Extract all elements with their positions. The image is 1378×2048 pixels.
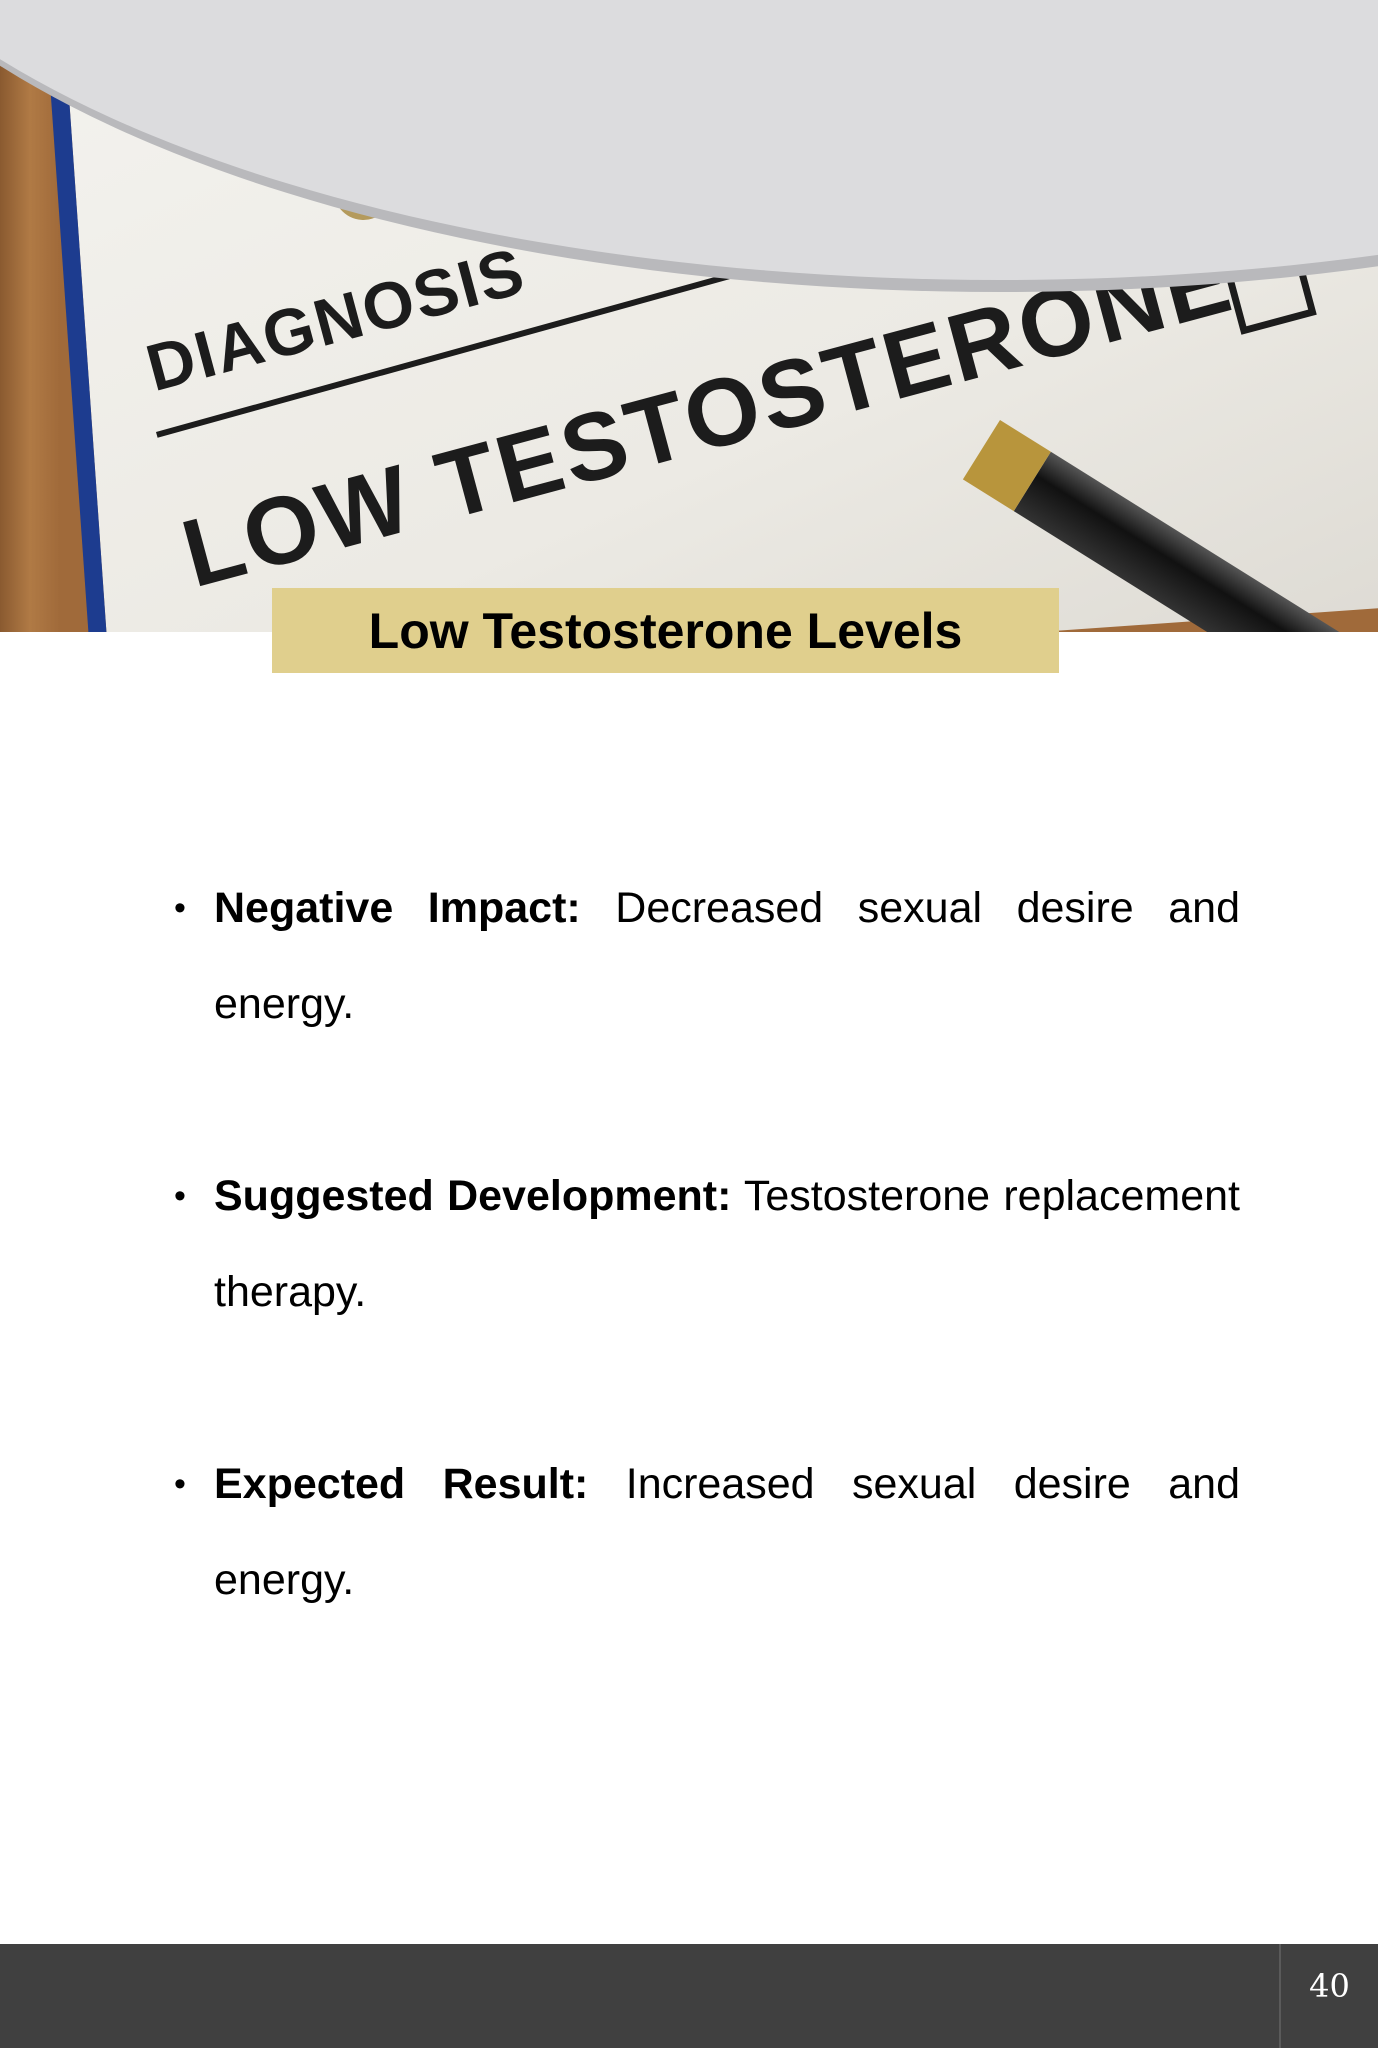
bullet-text: Increased sexual desire and energy. (214, 1460, 1240, 1604)
footer-divider (1279, 1944, 1281, 2048)
bullet-label: Negative Impact: (214, 884, 581, 932)
footer-bar: 40 (0, 1944, 1378, 2048)
bullet-text: Decreased sexual desire and energy. (214, 884, 1241, 1028)
list-item: Suggested Development: Testosterone repl… (170, 1148, 1240, 1340)
page-number: 40 (1309, 1967, 1350, 2005)
list-item: Negative Impact: Decreased sexual desire… (170, 860, 1240, 1052)
list-item: Expected Result: Increased sexual desire… (170, 1436, 1240, 1628)
page-title: Low Testosterone Levels (368, 602, 963, 659)
bullet-label: Suggested Development: (214, 1172, 732, 1220)
bullet-list: Negative Impact: Decreased sexual desire… (170, 860, 1240, 1724)
title-banner: Low Testosterone Levels (272, 588, 1059, 673)
bullet-text: Testosterone replacement therapy. (214, 1172, 1240, 1316)
bullet-label: Expected Result: (214, 1460, 589, 1508)
hero-photo: DIAGNOSIS LOW TESTOSTERONE (0, 0, 1378, 632)
